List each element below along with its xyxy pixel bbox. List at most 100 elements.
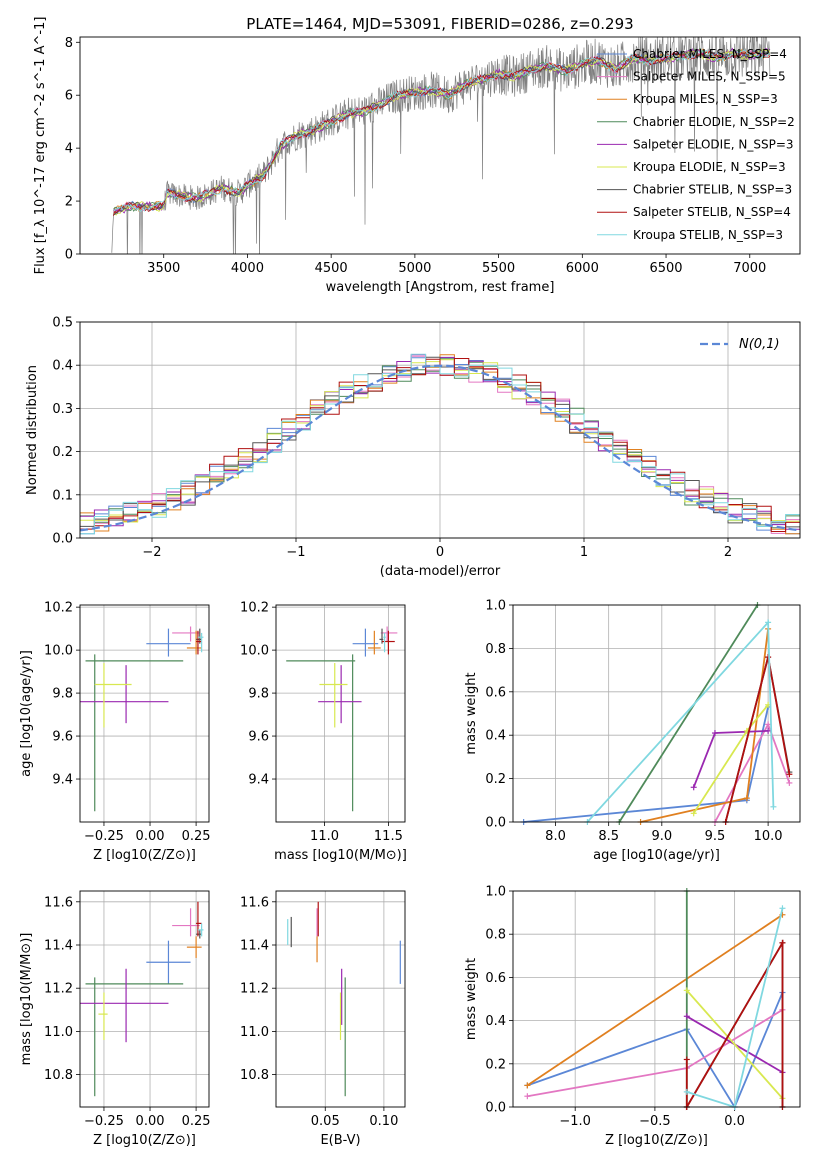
x-tick-label: 8.5 [598,829,619,844]
errorbar-point-6 [98,992,108,1041]
y-tick-label: 10.0 [44,644,73,659]
errorbar-point-8 [382,630,395,655]
x-axis-label: (data-model)/error [380,564,501,579]
x-axis-label: wavelength [Angstrom, rest frame] [326,280,555,295]
y-tick-label: 11.4 [240,939,269,954]
x-tick-label: −0.25 [84,1114,124,1129]
y-tick-label: 0.8 [485,642,506,657]
x-tick-label: 9.5 [705,829,726,844]
y-tick-label: 0.0 [485,816,506,831]
y-tick-label: 0.3 [52,402,73,417]
errorbar-point-3 [186,630,202,655]
errorbar-point-8 [196,901,202,937]
x-tick-label: 5000 [398,261,431,276]
y-tick-label: 10.0 [240,644,269,659]
spectrum-panel: 3500 4000 4500 5000 5500 6000 6500 7000 0 2 4 6 8 wav… [33,17,801,295]
y-tick-label: 4 [65,142,73,157]
x-tick-label: 1 [580,545,588,560]
legend-label: Salpeter MILES, N_SSP=5 [633,70,786,84]
y-tick-label: 11.6 [240,895,269,910]
y-tick-label: 0 [65,248,73,263]
y-tick-label: 11.2 [44,982,73,997]
errorbar-point-6 [94,663,132,728]
y-tick-label: 0.4 [485,1014,506,1029]
y-tick-label: 0.1 [52,488,73,503]
y-tick-label: 0.4 [52,359,73,374]
x-tick-label: 0.00 [136,829,165,844]
errorbar-point-2 [172,908,200,937]
legend-label: Kroupa MILES, N_SSP=3 [633,92,778,106]
errorbar-point-1 [146,628,191,657]
axes-frame [79,36,801,255]
y-tick-label: 11.4 [44,939,73,954]
mass-weight-vs-metallicity-panel: −1.0 −0.5 0.0 0.0 0.2 0.4 0.6 0.8 1.0 Z [log10(Z/… [464,885,801,1148]
x-tick-label: −2 [142,545,161,560]
errorbar-point-3 [186,936,202,958]
y-tick-label: 0.4 [485,729,506,744]
axes-frame [79,890,210,1108]
axes-frame [79,604,210,823]
x-tick-label: 6500 [649,261,682,276]
y-tick-label: 11.0 [44,1025,73,1040]
y-tick-label: 11.2 [240,982,269,997]
errorbar-point-2 [380,626,398,642]
weight-line-6 [686,989,784,1099]
weight-line-3 [526,914,784,1087]
model-line-3 [113,48,771,212]
legend-label: Chabrier MILES, N_SSP=4 [633,47,787,61]
errorbar-point-5 [318,665,362,724]
residuals-panel: −2 −1 0 1 2 0.0 0.1 0.2 0.3 0.4 0.5 (data-model)/er… [25,316,801,579]
weight-line-1 [527,992,784,1109]
x-tick-label: 4500 [315,261,348,276]
legend-label: Chabrier STELIB, N_SSP=3 [633,183,792,197]
x-axis-label: Z [log10(Z/Z⊙)] [93,848,196,863]
y-tick-label: 6 [65,89,73,104]
x-tick-label: 4000 [231,261,264,276]
x-tick-label: 11.0 [310,829,339,844]
x-tick-label: 0 [436,545,444,560]
x-tick-label: −0.5 [639,1114,671,1129]
normal-curve-line [80,364,800,532]
weight-line-4 [618,604,759,823]
weight-line-9 [586,620,775,823]
x-tick-label: 0.00 [136,1114,165,1129]
x-tick-label: 10.0 [754,829,783,844]
weight-line-1 [523,706,769,823]
errorbar-point-1 [146,940,191,984]
legend-label: Chabrier ELODIE, N_SSP=2 [633,115,795,129]
errorbar-point-9 [197,923,204,937]
x-axis-label: Z [log10(Z/Z⊙)] [93,1133,196,1148]
legend: N(0,1) [700,337,780,352]
y-axis-label: age [log10(age/yr)] [19,650,34,777]
model-line-9 [113,49,771,212]
mass-vs-metallicity-panel: −0.25 0.00 0.25 10.8 11.0 11.2 11.4 11.6 Z [log1… [19,890,211,1148]
y-tick-label: 10.2 [44,601,73,616]
errorbar-point-3 [367,630,381,655]
x-axis-label: mass [log10(M/M⊙)] [274,848,407,863]
legend: Chabrier MILES, N_SSP=4 Salpeter MILES, N… [597,47,795,242]
axes-frame [512,890,801,1108]
y-axis-label: Normed distribution [25,365,40,495]
age-vs-metallicity-panel: −0.25 0.00 0.25 9.4 9.6 9.8 10.0 10.2 Z [log10(Z… [19,601,211,863]
age-vs-mass-panel: 11.0 11.5 9.4 9.6 9.8 10.0 10.2 mass [log10(M/M… [240,601,407,863]
legend-label: Kroupa ELODIE, N_SSP=3 [633,160,786,174]
y-tick-label: 0.2 [52,445,73,460]
errorbar-point-7 [196,929,202,939]
axes-frame [79,321,801,539]
mass-vs-ebv-panel: 0.05 0.10 10.8 11.0 11.2 11.4 11.6 E(B-V) [240,890,406,1148]
y-tick-label: 1.0 [485,599,506,614]
errorbar-point-9 [197,632,204,653]
errorbar-point-4 [85,977,184,1097]
weight-line-8 [685,939,784,1111]
y-tick-label: 9.8 [248,687,269,702]
errorbar-point-4 [286,654,356,812]
legend-label: Salpeter ELODIE, N_SSP=3 [633,137,794,151]
y-tick-label: 11.6 [44,895,73,910]
y-axis-label: mass weight [464,958,479,1040]
legend-label: Kroupa STELIB, N_SSP=3 [633,228,783,242]
x-tick-label: −0.25 [84,829,124,844]
y-tick-label: 9.4 [248,773,269,788]
errorbar-point-8 [196,630,202,655]
x-tick-label: −1.0 [559,1114,591,1129]
